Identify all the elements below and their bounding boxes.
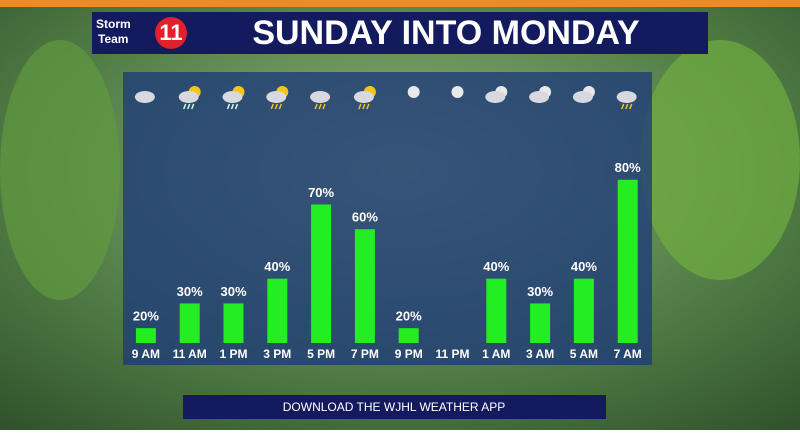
bar bbox=[530, 303, 551, 343]
value-label: 40% bbox=[483, 259, 509, 274]
value-label: 30% bbox=[177, 284, 203, 299]
logo-circle bbox=[155, 17, 187, 49]
value-label: 30% bbox=[527, 284, 553, 299]
bar bbox=[486, 278, 507, 343]
weather-icon bbox=[310, 91, 331, 103]
x-tick-label: 1 AM bbox=[482, 347, 510, 361]
title-bar bbox=[92, 12, 708, 54]
x-tick-label: 1 PM bbox=[219, 347, 247, 361]
weather-icon bbox=[616, 91, 637, 103]
bar bbox=[311, 204, 332, 343]
bar bbox=[135, 328, 156, 343]
weather-icon bbox=[314, 103, 326, 110]
x-tick-label: 9 PM bbox=[395, 347, 423, 361]
bar bbox=[617, 179, 638, 343]
x-tick-label: 3 PM bbox=[263, 347, 291, 361]
x-tick-label: 5 PM bbox=[307, 347, 335, 361]
weather-icon bbox=[358, 103, 370, 110]
app-button[interactable] bbox=[183, 395, 606, 419]
value-label: 30% bbox=[220, 284, 246, 299]
weather-icon bbox=[572, 91, 593, 103]
logo-number: 11 bbox=[159, 20, 182, 45]
bar bbox=[354, 229, 375, 343]
value-label: 80% bbox=[615, 160, 641, 175]
weather-icon bbox=[407, 86, 420, 98]
weather-icon bbox=[178, 91, 199, 103]
weather-icon bbox=[485, 91, 506, 103]
plot: 20% 9 AM 30% 11 AM 30% 1 PM 40% 3 PM 70% 5 PM 60% 7… bbox=[132, 86, 642, 361]
chart-panel bbox=[123, 72, 652, 365]
x-tick-label: 7 PM bbox=[351, 347, 379, 361]
weather-icon bbox=[226, 103, 239, 110]
weather-icon bbox=[183, 103, 195, 110]
x-tick-label: 11 AM bbox=[173, 347, 207, 361]
chart-title: SUNDAY INTO MONDAY bbox=[252, 14, 640, 52]
x-tick-label: 11 PM bbox=[435, 347, 469, 361]
leaf bbox=[0, 40, 120, 300]
weather-icon bbox=[270, 103, 282, 110]
weather-icon bbox=[621, 103, 633, 110]
weather-icon bbox=[134, 91, 155, 103]
app-button-label: DOWNLOAD THE WJHL WEATHER APP bbox=[283, 400, 505, 414]
weather-icon bbox=[353, 91, 374, 103]
weather-icon bbox=[529, 91, 550, 103]
logo-text: Storm bbox=[96, 17, 131, 31]
value-label: 20% bbox=[396, 309, 422, 324]
value-label: 40% bbox=[571, 259, 597, 274]
bar bbox=[223, 303, 244, 343]
logo-text: Team bbox=[98, 32, 128, 46]
value-label: 20% bbox=[133, 309, 159, 324]
top-stripe bbox=[0, 0, 800, 7]
bar bbox=[573, 278, 594, 343]
weather-icon bbox=[222, 91, 243, 103]
x-tick-label: 3 AM bbox=[526, 347, 554, 361]
weather-icon bbox=[266, 91, 287, 103]
bar bbox=[398, 328, 419, 343]
bar bbox=[179, 303, 200, 343]
bar bbox=[267, 278, 288, 343]
value-label: 70% bbox=[308, 185, 334, 200]
leaf bbox=[640, 40, 800, 280]
value-label: 40% bbox=[264, 259, 290, 274]
x-tick-label: 9 AM bbox=[132, 347, 160, 361]
value-label: 60% bbox=[352, 210, 378, 225]
x-tick-label: 7 AM bbox=[614, 347, 642, 361]
x-tick-label: 5 AM bbox=[570, 347, 598, 361]
weather-icon bbox=[451, 86, 464, 98]
